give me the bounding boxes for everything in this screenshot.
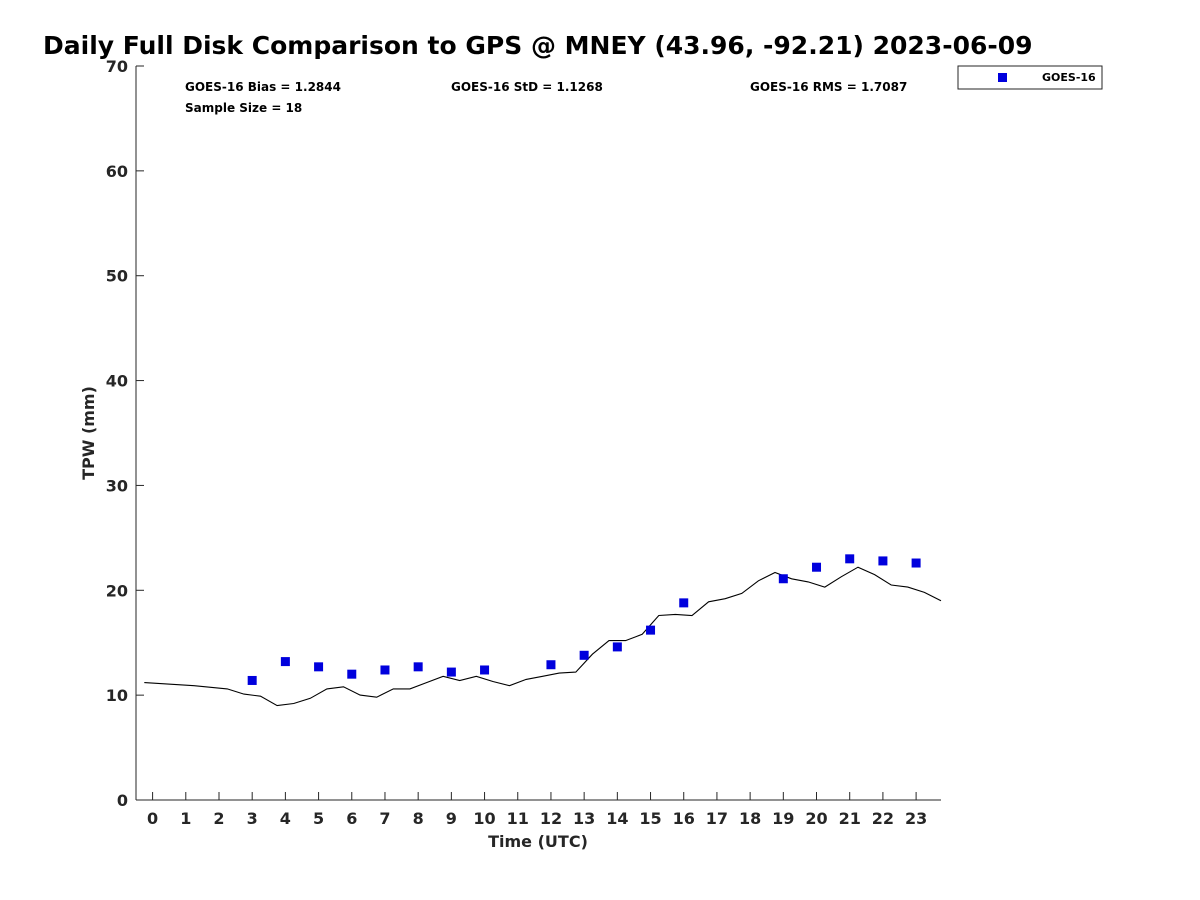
x-tick-label: 18	[739, 809, 761, 828]
x-tick-label: 8	[413, 809, 424, 828]
goes16-point	[612, 642, 622, 652]
y-tick-label: 30	[106, 476, 128, 495]
y-tick-label: 0	[117, 791, 128, 810]
x-tick-label: 19	[772, 809, 794, 828]
rms-stat: GOES-16 RMS = 1.7087	[750, 80, 907, 94]
legend-marker	[998, 73, 1007, 82]
sample-size-stat: Sample Size = 18	[185, 101, 302, 115]
x-tick-label: 2	[213, 809, 224, 828]
x-tick-label: 15	[639, 809, 661, 828]
goes16-point	[646, 625, 656, 635]
x-tick-label: 6	[346, 809, 357, 828]
x-tick-label: 12	[540, 809, 562, 828]
axes	[135, 66, 941, 801]
goes16-point	[347, 669, 357, 679]
y-ticks: 0 10 20 30 40 50 60 70	[106, 57, 144, 810]
x-tick-label: 14	[606, 809, 628, 828]
goes16-point	[778, 574, 788, 584]
goes16-point	[247, 675, 257, 685]
x-tick-label: 13	[573, 809, 595, 828]
goes16-point	[911, 558, 921, 568]
legend-box	[957, 65, 1103, 90]
gps-line-series	[144, 566, 942, 707]
goes16-point	[413, 662, 423, 672]
goes16-point	[679, 598, 689, 608]
x-tick-label: 17	[706, 809, 728, 828]
x-tick-label: 10	[473, 809, 495, 828]
y-tick-label: 50	[106, 267, 128, 286]
x-tick-label: 21	[839, 809, 861, 828]
x-tick-label: 16	[673, 809, 695, 828]
goes16-point	[546, 660, 556, 670]
y-tick-label: 10	[106, 686, 128, 705]
std-stat: GOES-16 StD = 1.1268	[451, 80, 603, 94]
goes16-point	[314, 662, 324, 672]
x-tick-label: 11	[507, 809, 529, 828]
y-tick-label: 20	[106, 581, 128, 600]
legend-label: GOES-16	[1042, 71, 1096, 84]
y-tick-label: 70	[106, 57, 128, 76]
y-tick-label: 40	[106, 372, 128, 391]
x-tick-label: 3	[247, 809, 258, 828]
goes16-point	[579, 650, 589, 660]
x-tick-label: 20	[805, 809, 827, 828]
goes16-point	[878, 556, 888, 566]
x-ticks: 0 1 2 3 4 5 6 7 8 9 10 11 12 13 14 15 16 17 18 19 20 21 22 23	[147, 792, 927, 828]
goes16-scatter-series	[247, 554, 921, 685]
x-tick-label: 23	[905, 809, 927, 828]
x-tick-label: 22	[872, 809, 894, 828]
goes16-point	[280, 657, 290, 667]
x-tick-label: 1	[180, 809, 191, 828]
y-axis-label: TPW (mm)	[79, 386, 98, 480]
goes16-point	[845, 554, 855, 564]
chart-title: Daily Full Disk Comparison to GPS @ MNEY…	[43, 31, 1033, 60]
goes16-point	[480, 665, 490, 675]
y-tick-label: 60	[106, 162, 128, 181]
gps-tpw-line	[144, 566, 942, 707]
x-tick-label: 4	[280, 809, 291, 828]
goes16-point	[812, 562, 822, 572]
goes16-point	[446, 667, 456, 677]
x-tick-label: 9	[446, 809, 457, 828]
x-axis-label: Time (UTC)	[488, 832, 588, 851]
x-tick-label: 0	[147, 809, 158, 828]
x-tick-label: 7	[379, 809, 390, 828]
x-tick-label: 5	[313, 809, 324, 828]
goes16-point	[380, 665, 390, 675]
bias-stat: GOES-16 Bias = 1.2844	[185, 80, 341, 94]
legend: GOES-16	[957, 65, 1103, 90]
